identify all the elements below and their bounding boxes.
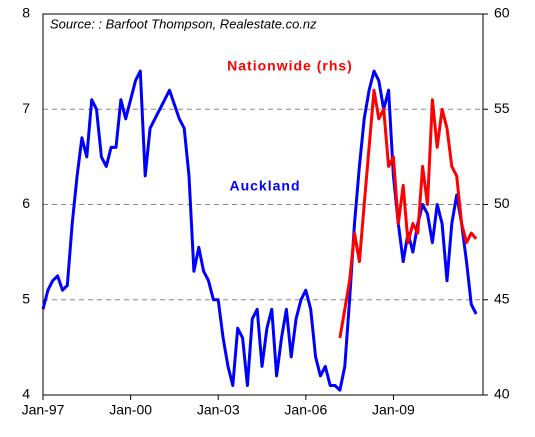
source-note: Source: : Barfoot Thompson, Realestate.c… — [50, 16, 317, 31]
y-tick-label: 4 — [22, 386, 30, 402]
x-tick-label: Jan-97 — [22, 402, 65, 418]
y-tick-label: 5 — [22, 290, 30, 306]
y2-tick-label: 40 — [494, 386, 510, 402]
series-label: Auckland — [229, 178, 300, 194]
y-tick-label: 8 — [22, 5, 30, 21]
plot-frame — [42, 13, 484, 396]
series-line — [41, 69, 478, 392]
y-tick-label: 7 — [22, 100, 30, 116]
series-label: Nationwide (rhs) — [227, 58, 353, 74]
x-tick-label: Jan-06 — [284, 402, 327, 418]
y-tick-label: 6 — [22, 195, 30, 211]
x-tick-label: Jan-03 — [197, 402, 240, 418]
x-tick-label: Jan-00 — [109, 402, 152, 418]
y2-tick-label: 50 — [494, 195, 510, 211]
series-line — [338, 88, 478, 339]
x-tick-label: Jan-09 — [372, 402, 415, 418]
y2-tick-label: 55 — [494, 100, 510, 116]
y2-tick-label: 45 — [494, 290, 510, 306]
y2-tick-label: 60 — [494, 5, 510, 21]
